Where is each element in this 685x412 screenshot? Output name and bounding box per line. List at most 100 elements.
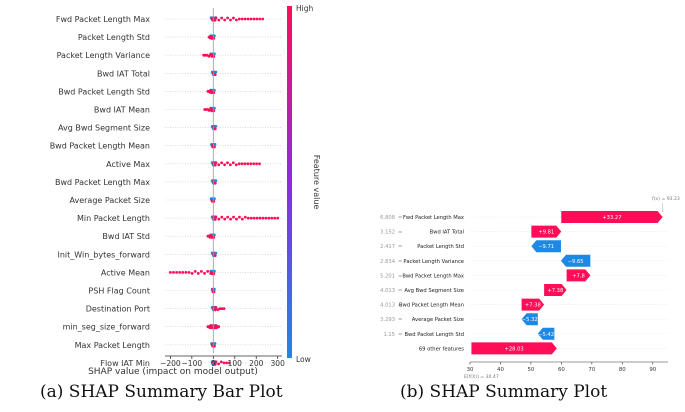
feature-row: Active Max (106, 160, 282, 169)
equals-sign: = (398, 259, 402, 265)
waterfall-row: 3.152 = Bwd IAT Total +9.81 (380, 225, 668, 238)
feature-label: Flow IAT Min (100, 359, 150, 368)
shap-point (213, 308, 217, 312)
summary-waterfall-plot: f(x) = 93.23 6.808 = Fwd Packet Length Max… (380, 196, 680, 380)
equals-sign: = (398, 288, 402, 294)
feature-dots (210, 70, 218, 76)
shap-point (200, 270, 203, 273)
feature-label: min_seg_size_forward (63, 323, 150, 332)
shap-point (223, 18, 227, 22)
shap-point (222, 361, 226, 365)
caption-right: (b) SHAP Summary Plot (400, 382, 608, 402)
feature-row: Packet Length Variance (57, 51, 282, 60)
feature-label: Avg Bwd Segment Size (58, 124, 150, 133)
shap-value-label: +33.27 (602, 215, 621, 221)
shap-point (229, 217, 232, 221)
shap-point (213, 362, 217, 366)
shap-point (214, 70, 218, 74)
shap-value-label: +28.03 (505, 346, 524, 352)
shap-point (240, 217, 244, 221)
equals-sign: = (398, 273, 402, 279)
feature-value: 4.013 (380, 288, 395, 294)
shap-point (246, 162, 250, 166)
shap-point (261, 216, 265, 220)
feature-dots (210, 124, 218, 131)
summary-bar-plot: Fwd Packet Length Max Packet Length Std Pa… (50, 4, 321, 377)
feature-label: Bwd IAT Std (102, 232, 150, 241)
shap-point (252, 216, 256, 220)
shap-point (249, 17, 253, 21)
feature-row: Bwd IAT Std (102, 232, 282, 241)
x-tick-label: 0 (211, 359, 216, 368)
colorbar-high-label: High (296, 4, 313, 13)
waterfall-row: 69 other features +28.03 (419, 342, 668, 355)
feature-label: Fwd Packet Length Max (56, 15, 150, 24)
feature-rows: Fwd Packet Length Max Packet Length Std Pa… (50, 15, 282, 368)
shap-point (214, 179, 218, 183)
feature-row: Destination Port (86, 305, 282, 314)
shap-point (225, 361, 229, 365)
negative-bar (560, 254, 591, 267)
shap-point (235, 217, 238, 221)
waterfall-row: 1.15 = Bwd Packet Length Std −5.42 (383, 327, 668, 340)
shap-point (252, 17, 256, 21)
x-tick-label: 40 (497, 367, 504, 373)
shap-point (207, 54, 211, 58)
shap-point (213, 181, 217, 185)
x-tick-label: 100 (228, 359, 243, 368)
shap-value-label: +7.8 (572, 273, 585, 279)
feature-label: Bwd IAT Total (97, 69, 150, 78)
shap-point (212, 91, 216, 95)
feature-label: Packet Length Variance (57, 51, 150, 60)
feature-value: 5.201 (380, 273, 395, 279)
equals-sign: = (398, 332, 402, 338)
feature-value: 2.834 (380, 259, 396, 265)
shap-point (214, 16, 218, 20)
waterfall-feature-label: Packet Length Std (417, 244, 464, 250)
equals-sign: = (398, 303, 402, 309)
feature-row: Bwd IAT Total (97, 69, 282, 78)
feature-row: Active Mean (101, 268, 282, 277)
feature-dots (210, 179, 218, 185)
shap-value-label: −5.42 (538, 332, 554, 338)
equals-sign: = (398, 317, 402, 323)
feature-label: Bwd Packet Length Mean (50, 142, 150, 151)
shap-point (184, 271, 188, 274)
feature-value: 2.417 (380, 244, 395, 250)
equals-sign: = (398, 230, 402, 236)
shap-point (181, 271, 185, 274)
feature-dots (210, 161, 261, 167)
shap-point (226, 16, 229, 20)
shap-point (255, 17, 259, 21)
feature-label: Average Packet Size (69, 196, 150, 205)
shap-point (219, 360, 223, 364)
equals-sign: = (398, 215, 402, 221)
x-tick-label: 60 (558, 367, 565, 373)
x-tick-label: 30 (467, 367, 474, 373)
shap-point (212, 109, 216, 113)
shap-point (212, 199, 216, 203)
waterfall-feature-label: Fwd Packet Length Max (403, 215, 464, 221)
shap-point (209, 233, 213, 237)
feature-row: Min Packet Length (77, 214, 282, 223)
shap-point (232, 215, 235, 219)
positive-bar (566, 269, 591, 282)
shap-point (212, 55, 216, 58)
shap-point (243, 162, 247, 166)
shap-point (222, 307, 226, 310)
feature-label: Active Max (106, 160, 150, 169)
feature-value: 1.15 (383, 332, 395, 338)
feature-row: Bwd IAT Mean (94, 106, 282, 115)
shap-point (178, 271, 182, 274)
shap-point (214, 360, 218, 364)
shap-point (270, 216, 274, 220)
colorbar (287, 6, 292, 358)
feature-row: Average Packet Size (69, 196, 282, 205)
shap-point (217, 18, 221, 22)
feature-row: Bwd Packet Length Mean (50, 142, 282, 151)
feature-label: PSH Flag Count (88, 287, 150, 296)
waterfall-feature-label: Bwd Packet Length Std (404, 332, 464, 338)
positive-bar (561, 211, 663, 223)
waterfall-feature-label: Average Packet Size (412, 317, 464, 323)
shap-point (175, 271, 178, 274)
